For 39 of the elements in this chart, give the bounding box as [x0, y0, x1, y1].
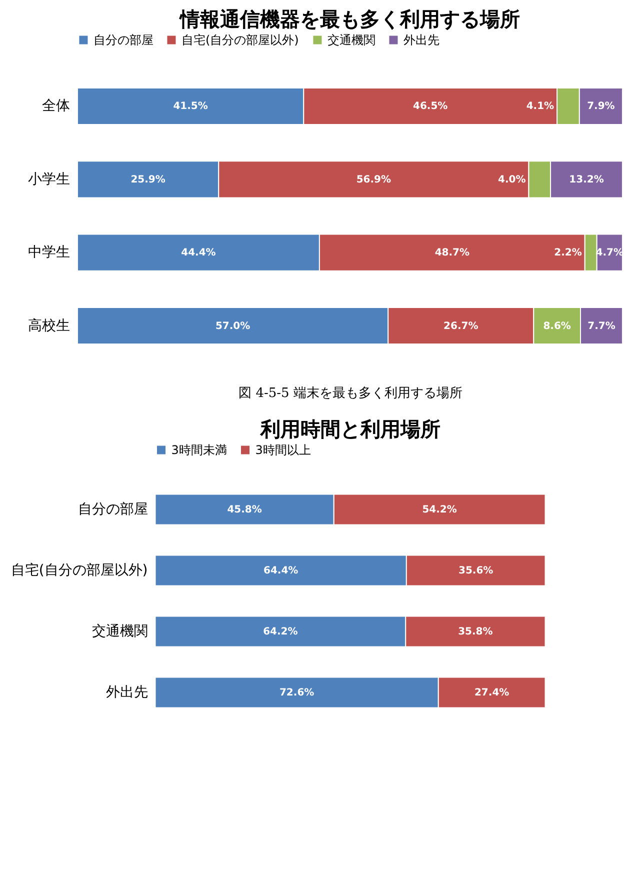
data-label: 64.2%	[263, 626, 298, 638]
legend-label: 3時間以上	[255, 443, 311, 457]
data-label: 64.4%	[263, 566, 298, 577]
legend-label: 3時間未満	[171, 443, 227, 457]
data-label: 7.7%	[588, 320, 616, 332]
data-label: 48.7%	[434, 248, 470, 259]
legend-label: 外出先	[403, 33, 440, 47]
data-label: 4.1%	[526, 101, 554, 112]
data-label: 57.0%	[215, 320, 250, 332]
data-label: 2.2%	[554, 248, 582, 259]
y-tick-label: 全体	[42, 98, 70, 114]
data-label: 7.9%	[587, 101, 615, 112]
data-label: 56.9%	[356, 174, 392, 186]
legend-label: 自宅(自分の部屋以外)	[181, 33, 299, 47]
y-tick-label: 中学生	[28, 244, 70, 261]
data-label: 25.9%	[130, 174, 166, 186]
y-tick-label: 高校生	[28, 318, 70, 334]
y-tick-label: 自宅(自分の部屋以外)	[10, 562, 148, 579]
y-tick-label: 交通機関	[92, 623, 148, 640]
data-label: 44.4%	[181, 248, 216, 259]
data-label: 72.6%	[279, 687, 314, 698]
chart-title: 情報通信機器を最も多く利用する場所	[178, 7, 520, 31]
data-label: 8.6%	[543, 320, 571, 332]
data-label: 4.0%	[498, 174, 526, 186]
data-label: 54.2%	[422, 504, 457, 516]
data-label: 26.7%	[444, 320, 478, 332]
data-label: 13.2%	[569, 174, 604, 186]
data-label: 46.5%	[413, 101, 448, 112]
chart-title: 利用時間と利用場所	[259, 417, 440, 441]
y-tick-label: 小学生	[28, 171, 70, 188]
data-label: 45.8%	[227, 504, 262, 516]
data-label: 35.8%	[458, 626, 493, 638]
data-label: 27.4%	[474, 687, 510, 698]
data-label: 35.6%	[458, 566, 494, 577]
y-tick-label: 自分の部屋	[78, 502, 148, 518]
caption: 図 4-5-5 端末を最も多く利用する場所	[238, 386, 462, 401]
data-label: 41.5%	[173, 101, 208, 112]
y-tick-label: 外出先	[106, 684, 148, 700]
legend-label: 交通機関	[327, 33, 376, 47]
